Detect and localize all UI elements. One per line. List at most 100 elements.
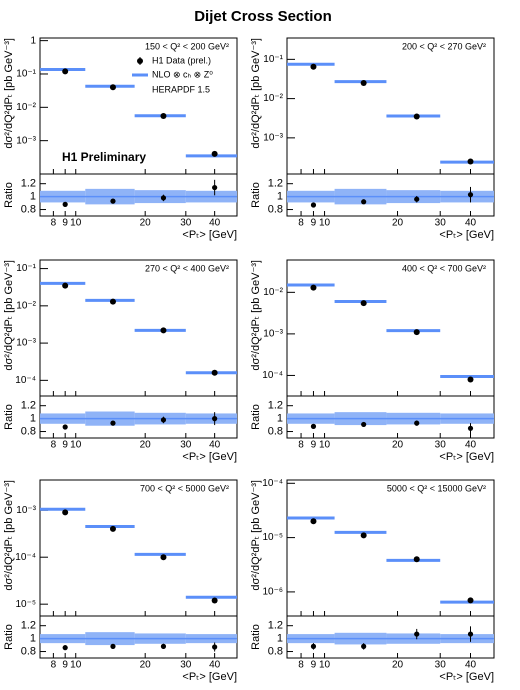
x-axis-label: <Pₜ> [GeV] — [182, 229, 237, 241]
ratio-point — [212, 644, 218, 650]
ratio-axis-label: Ratio — [3, 624, 15, 650]
y-tick-label: 10⁻⁴ — [15, 552, 36, 563]
ratio-y-tick-label: 0.8 — [268, 645, 283, 657]
y-axis-label: dσ²/dQ²dPₜ [pb GeV⁻³] — [250, 38, 262, 149]
ratio-point — [361, 199, 367, 205]
main-frame — [39, 479, 238, 617]
ratio-y-tick-label: 1 — [277, 413, 283, 425]
x-tick-label: 20 — [140, 218, 152, 229]
y-tick-label: 10⁻³ — [263, 329, 283, 340]
y-tick-label: 10⁻² — [263, 93, 283, 104]
ratio-y-tick-label: 1.2 — [268, 178, 283, 190]
data-point — [467, 597, 474, 604]
ratio-axis-label: Ratio — [3, 182, 15, 208]
x-axis-label: <Pₜ> [GeV] — [439, 451, 494, 463]
y-tick-label: 10⁻⁴ — [262, 478, 283, 489]
data-point — [211, 150, 218, 157]
y-tick-label: 10⁻¹ — [16, 263, 36, 274]
ratio-point — [110, 420, 116, 426]
y-tick-label: 10⁻⁴ — [15, 375, 36, 386]
ratio-axis-label: Ratio — [250, 182, 262, 208]
ratio-point — [62, 645, 68, 651]
ratio-point — [110, 643, 116, 649]
ratio-point — [414, 196, 420, 202]
x-tick-label: 40 — [209, 218, 221, 229]
x-tick-label: 10 — [319, 218, 331, 229]
ratio-y-tick-label: 0.8 — [21, 425, 36, 437]
y-axis-label: dσ²/dQ²dPₜ [pb GeV⁻³] — [250, 480, 262, 591]
legend-label: H1 Data (prel.) — [152, 55, 211, 65]
data-point — [310, 518, 317, 525]
y-tick-label: 10⁻³ — [16, 338, 36, 349]
x-axis-label: <Pₜ> [GeV] — [182, 451, 237, 463]
y-axis-label: dσ²/dQ²dPₜ [pb GeV⁻³] — [250, 260, 262, 371]
x-axis-label: <Pₜ> [GeV] — [182, 671, 237, 683]
x-tick-label: 20 — [140, 440, 152, 451]
data-point — [160, 327, 167, 334]
data-point — [360, 300, 367, 307]
ratio-point — [160, 643, 167, 649]
y-tick-label: 10⁻³ — [16, 135, 36, 146]
x-tick-label: 10 — [319, 660, 331, 671]
data-point — [211, 597, 218, 604]
data-point — [413, 556, 420, 563]
x-tick-label: 30 — [435, 218, 447, 229]
ratio-axis-label: Ratio — [250, 404, 262, 430]
q2-label: 150 < Q² < 200 GeV² — [145, 41, 229, 51]
x-tick-label: 40 — [465, 660, 477, 671]
data-point — [310, 63, 317, 70]
q2-label: 200 < Q² < 270 GeV² — [402, 41, 486, 51]
y-tick-label: 10⁻⁴ — [262, 370, 283, 381]
x-axis-label: <Pₜ> [GeV] — [439, 671, 494, 683]
x-tick-label: 9 — [62, 660, 68, 671]
y-tick-label: 10⁻² — [263, 287, 283, 298]
y-tick-label: 10⁻³ — [263, 132, 283, 143]
ratio-point — [212, 416, 218, 422]
data-point — [109, 525, 116, 532]
ratio-point — [414, 631, 420, 637]
ratio-point — [310, 202, 317, 208]
x-tick-label: 20 — [392, 218, 404, 229]
ratio-point — [361, 421, 367, 428]
y-tick-label: 10⁻² — [16, 102, 36, 113]
y-tick-label: 1 — [30, 35, 36, 46]
y-tick-label: 10⁻¹ — [16, 69, 36, 80]
data-point — [62, 68, 69, 75]
ratio-y-tick-label: 0.8 — [268, 425, 283, 437]
q2-label: 270 < Q² < 400 GeV² — [145, 263, 229, 273]
y-tick-label: 10⁻⁶ — [262, 587, 283, 598]
q2-label: 700 < Q² < 5000 GeV² — [140, 483, 229, 493]
ratio-y-tick-label: 0.8 — [21, 203, 36, 215]
data-point — [310, 284, 317, 291]
data-point — [413, 329, 420, 336]
ratio-y-tick-label: 1 — [277, 191, 283, 203]
x-tick-label: 30 — [435, 660, 447, 671]
x-tick-label: 8 — [51, 218, 57, 229]
ratio-y-tick-label: 0.8 — [268, 203, 283, 215]
ratio-point — [467, 631, 474, 637]
data-point — [413, 113, 420, 120]
y-tick-label: 10⁻¹ — [263, 54, 283, 65]
ratio-y-tick-label: 1 — [30, 633, 36, 645]
figure-title: Dijet Cross Section — [194, 8, 332, 25]
y-axis-label: dσ²/dQ²dPₜ [pb GeV⁻³] — [3, 38, 15, 149]
ratio-y-tick-label: 1.2 — [268, 620, 283, 632]
x-tick-label: 8 — [298, 440, 304, 451]
x-tick-label: 30 — [180, 440, 192, 451]
x-tick-label: 30 — [180, 660, 192, 671]
x-tick-label: 10 — [70, 218, 82, 229]
main-frame — [286, 37, 495, 175]
x-tick-label: 8 — [298, 660, 304, 671]
ratio-point — [62, 424, 68, 430]
x-tick-label: 9 — [311, 440, 317, 451]
annotation: H1 Preliminary — [62, 150, 146, 164]
x-tick-label: 10 — [70, 440, 82, 451]
data-point — [467, 376, 474, 383]
q2-label: 400 < Q² < 700 GeV² — [402, 263, 486, 273]
y-tick-label: 10⁻⁵ — [15, 599, 36, 610]
data-point — [211, 369, 218, 376]
ratio-axis-label: Ratio — [250, 624, 262, 650]
main-frame — [39, 259, 238, 397]
data-point — [62, 282, 69, 289]
